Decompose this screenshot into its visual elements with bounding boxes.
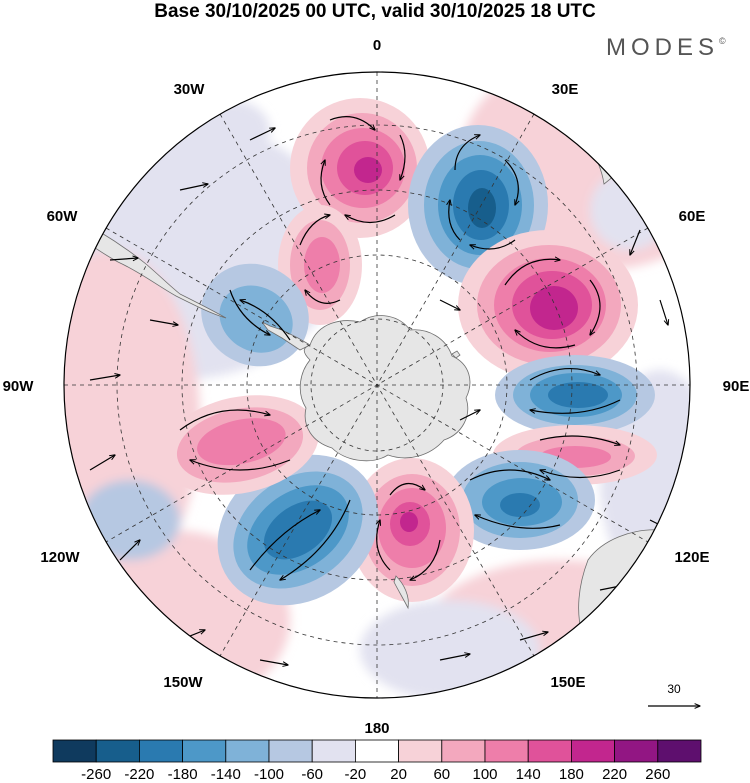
graticule: [64, 72, 690, 698]
map-disc: [64, 72, 690, 698]
colorbar-label: -60: [301, 766, 323, 783]
lon-label-60w: 60W: [47, 208, 79, 225]
reference-vector: 30: [648, 682, 700, 706]
anomaly-cell-positive-south: [350, 458, 474, 602]
reference-vector-value: 30: [667, 682, 681, 696]
anomaly-cell-positive-north: [290, 98, 430, 238]
anomaly-cell-positive-west: [161, 395, 319, 495]
colorbar-label: -260: [81, 766, 111, 783]
kerguelen: [451, 350, 461, 359]
colorbar-label: -140: [211, 766, 241, 783]
brand-name: MODES: [606, 34, 720, 61]
colorbar-swatch: [311, 739, 356, 763]
colorbar-swatch: [484, 739, 529, 763]
lon-label-0: 0: [373, 37, 381, 54]
colorbar: -260 -220 -180 -140 -100 -60 -20 20 60 100 140 180 2…: [52, 739, 702, 783]
colorbar-swatch: [225, 739, 270, 763]
colorbar-label: -180: [168, 766, 198, 783]
lon-label-30w: 30W: [174, 81, 206, 98]
map-border: [63, 71, 691, 699]
colorbar-swatch: [614, 739, 659, 763]
colorbar-swatch: [441, 739, 486, 763]
colorbar-label: 60: [433, 766, 450, 783]
colorbar-swatch: [527, 739, 572, 763]
colorbar-swatch: [182, 739, 227, 763]
lon-label-150e: 150E: [550, 674, 585, 691]
anomaly-cell-negative-west: [201, 263, 309, 367]
anomaly-cell-negative-east: [495, 355, 655, 435]
antarctic-peninsula: [261, 321, 311, 351]
colorbar-swatch: [354, 739, 399, 763]
brand-logo: MODES©: [606, 34, 726, 62]
longitude-labels: 0 30E 60E 90E 120E 150E 180 150W 120W 90…: [3, 37, 750, 737]
lon-label-120e: 120E: [674, 549, 709, 566]
map-title: Base 30/10/2025 00 UTC, valid 30/10/2025…: [154, 1, 596, 22]
wind-vectors: [89, 116, 670, 665]
colorbar-label: 260: [645, 766, 670, 783]
colorbar-swatch: [138, 739, 183, 763]
anomaly-cell-negative-sw: [217, 454, 379, 606]
lon-label-90w: 90W: [3, 378, 35, 395]
colorbar-label: -220: [124, 766, 154, 783]
colorbar-label: 20: [390, 766, 407, 783]
lon-label-60e: 60E: [679, 208, 706, 225]
lon-label-180: 180: [364, 720, 389, 737]
colorbar-label: 180: [559, 766, 584, 783]
colorbar-label: 100: [472, 766, 497, 783]
colorbar-swatch: [398, 739, 443, 763]
colorbar-label: -20: [345, 766, 367, 783]
lon-label-90e: 90E: [723, 378, 750, 395]
antarctica: [299, 315, 471, 462]
colorbar-swatch: [52, 739, 97, 763]
colorbar-swatch: [657, 739, 702, 763]
colorbar-swatch: [95, 739, 140, 763]
colorbar-swatch: [571, 739, 616, 763]
colorbar-label: -100: [254, 766, 284, 783]
lon-label-30e: 30E: [552, 81, 579, 98]
colorbar-label: 220: [602, 766, 627, 783]
new-zealand: [393, 575, 409, 610]
lon-label-120w: 120W: [40, 549, 80, 566]
brand-mark: ©: [719, 36, 726, 46]
lon-label-150w: 150W: [163, 674, 203, 691]
colorbar-label: 140: [516, 766, 541, 783]
colorbar-swatch: [268, 739, 313, 763]
